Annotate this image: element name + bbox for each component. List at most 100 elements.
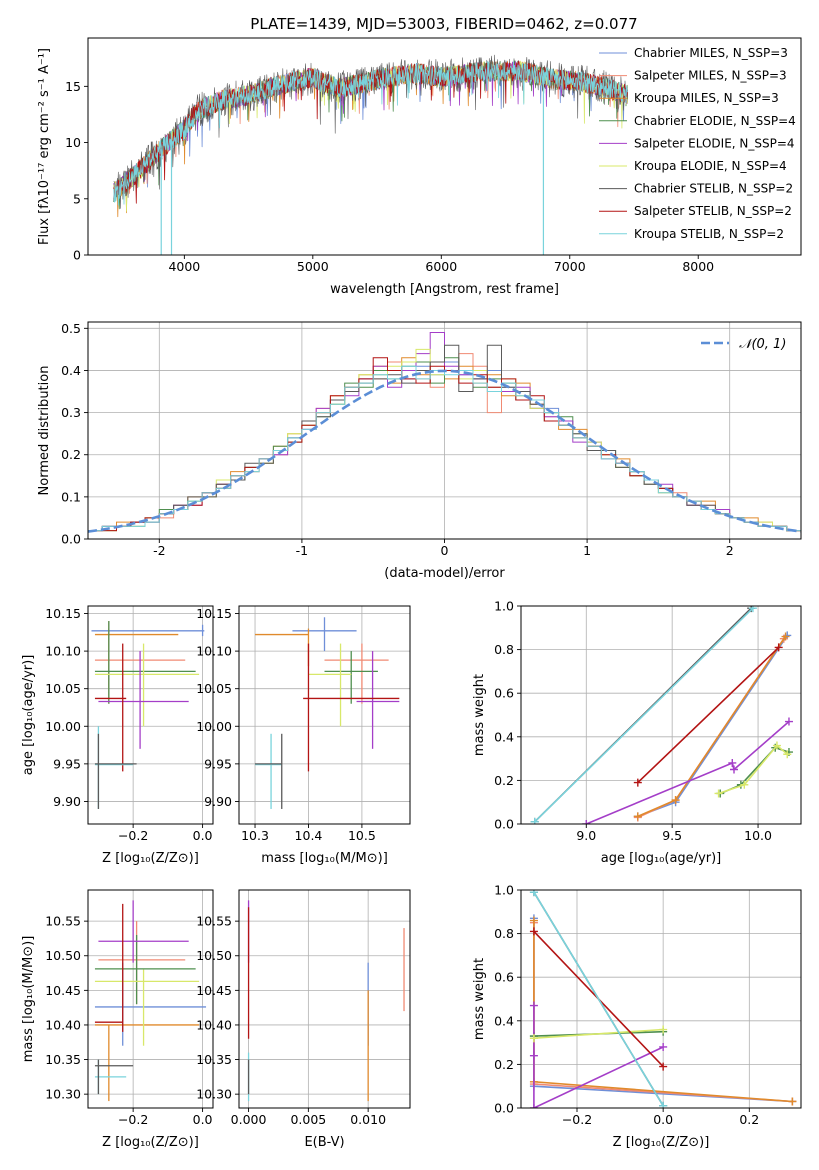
y-axis-label: mass [log₁₀(M/M⊙)] — [21, 936, 36, 1063]
spectrum-line — [113, 61, 628, 206]
x-tick-label: 6000 — [425, 259, 457, 274]
y-tick-label: 10.15 — [196, 606, 232, 621]
weight-point — [529, 1104, 538, 1108]
panels: Chabrier MILES, N_SSP=3 Salpeter MILES, N… — [21, 37, 802, 1150]
legend-label: Kroupa STELIB, N_SSP=2 — [634, 227, 784, 241]
y-tick-label: 10.45 — [45, 983, 81, 998]
y-tick-label: 1.0 — [494, 599, 514, 614]
y-tick-label: 10.00 — [196, 719, 232, 734]
x-axis-label: E(B-V) — [304, 1135, 344, 1150]
figure-title: PLATE=1439, MJD=53003, FIBERID=0462, z=0… — [250, 15, 637, 33]
y-tick-label: 10.40 — [45, 1017, 81, 1032]
legend-label: Kroupa ELODIE, N_SSP=4 — [634, 159, 787, 173]
legend-label: Kroupa MILES, N_SSP=3 — [634, 91, 779, 105]
y-tick-label: 10.30 — [196, 1087, 232, 1102]
x-tick-label: 10.5 — [348, 828, 376, 843]
weight-line — [718, 744, 788, 795]
y-tick-label: 0.0 — [494, 1101, 514, 1116]
weight-point — [659, 1042, 668, 1051]
x-tick-label: 0.2 — [739, 1112, 759, 1127]
plot-area-weight_vs_age — [530, 606, 793, 824]
weight-point — [774, 643, 783, 652]
legend-label: Salpeter STELIB, N_SSP=2 — [634, 204, 792, 218]
y-tick-label: 10.45 — [196, 983, 232, 998]
y-tick-label: 5 — [73, 191, 81, 206]
panel-age_vs_Z: −0.2 0.0 9.90 9.95 10.00 10.05 10.10 10.15 Z [lo… — [21, 605, 214, 866]
y-tick-label: 10.10 — [196, 644, 232, 659]
weight-point — [529, 1034, 538, 1043]
weight-line — [533, 891, 664, 1107]
x-axis-label: mass [log₁₀(M/M⊙)] — [261, 851, 388, 866]
y-tick-label: 9.90 — [53, 794, 81, 809]
weight-point — [529, 916, 538, 925]
y-tick-label: 10.00 — [45, 719, 81, 734]
x-tick-label: -1 — [296, 543, 308, 558]
weight-point — [530, 817, 539, 824]
weight-point — [529, 1001, 538, 1010]
axes-frame — [238, 605, 411, 825]
y-axis-label: Normed distribution — [37, 366, 52, 496]
y-tick-label: 10.50 — [196, 948, 232, 963]
legend: Chabrier MILES, N_SSP=3 Salpeter MILES, N… — [599, 46, 796, 241]
y-tick-label: 10.55 — [196, 914, 232, 929]
legend-label: Chabrier MILES, N_SSP=3 — [634, 46, 788, 60]
y-tick-label: 10.10 — [45, 644, 81, 659]
y-tick-label: 0.2 — [494, 773, 514, 788]
y-tick-label: 0.4 — [494, 729, 514, 744]
weight-point — [633, 812, 642, 821]
y-axis-label: mass weight — [472, 958, 487, 1040]
x-axis-label: Z [log₁₀(Z/Z⊙)] — [102, 851, 199, 866]
x-tick-label: 1 — [583, 543, 591, 558]
y-tick-label: 0.1 — [61, 489, 81, 504]
x-tick-label: −0.2 — [562, 1112, 592, 1127]
weight-line — [533, 1005, 664, 1108]
axes-frame — [520, 889, 802, 1109]
panel-weight_vs_age: 9.0 9.5 10.0 0.0 0.2 0.4 0.6 0.8 1.0 age [log₁₀(a… — [472, 599, 802, 866]
y-tick-label: 0.4 — [61, 363, 81, 378]
weight-point — [772, 741, 781, 750]
plot-area-age_vs_mass — [255, 617, 400, 809]
axes-frame — [87, 605, 214, 825]
x-tick-label: 8000 — [682, 259, 714, 274]
y-tick-label: 9.95 — [53, 756, 81, 771]
weight-point — [582, 820, 591, 824]
plot-area-mass_vs_Z — [94, 900, 207, 1102]
x-axis-label: Z [log₁₀(Z/Z⊙)] — [613, 1135, 710, 1150]
weight-point — [784, 717, 793, 726]
y-tick-label: 0.2 — [494, 1057, 514, 1072]
weight-point — [740, 780, 749, 789]
legend: 𝒩(0, 1) — [701, 337, 786, 352]
legend-label: Salpeter MILES, N_SSP=3 — [634, 69, 787, 83]
weight-point — [714, 789, 723, 798]
weight-point — [748, 606, 757, 613]
x-tick-label: 0.0 — [193, 1112, 213, 1127]
weight-line — [637, 646, 780, 784]
y-tick-label: 10.50 — [45, 948, 81, 963]
panel-weight_vs_Z: −0.2 0.0 0.2 0.0 0.2 0.4 0.6 0.8 1.0 Z [log₁₀(Z/Z… — [472, 883, 802, 1150]
weight-line — [637, 638, 785, 819]
legend-label: Chabrier ELODIE, N_SSP=4 — [634, 114, 796, 128]
y-tick-label: 15 — [65, 79, 81, 94]
y-tick-label: 0.8 — [494, 926, 514, 941]
y-tick-label: 10.05 — [196, 681, 232, 696]
x-axis-label: wavelength [Angstrom, rest frame] — [330, 282, 559, 297]
x-axis-label: (data-model)/error — [384, 566, 505, 581]
weight-line — [534, 607, 754, 823]
y-tick-label: 0.4 — [494, 1013, 514, 1028]
weight-point — [788, 1097, 797, 1106]
y-tick-label: 10.05 — [45, 681, 81, 696]
x-tick-label: −0.2 — [118, 1112, 148, 1127]
x-axis-label: age [log₁₀(age/yr)] — [601, 851, 722, 866]
y-tick-label: 10 — [65, 135, 81, 150]
x-tick-label: 9.5 — [662, 828, 682, 843]
y-tick-label: 0.6 — [494, 686, 514, 701]
axes-frame — [87, 37, 802, 256]
y-tick-label: 0.0 — [494, 817, 514, 832]
axes-frame — [87, 889, 214, 1109]
x-tick-label: 2 — [726, 543, 734, 558]
weight-point — [529, 890, 538, 897]
y-tick-label: 0.6 — [494, 970, 514, 985]
y-axis-label: age [log₁₀(age/yr)] — [21, 655, 36, 776]
axes-frame — [238, 889, 411, 1109]
